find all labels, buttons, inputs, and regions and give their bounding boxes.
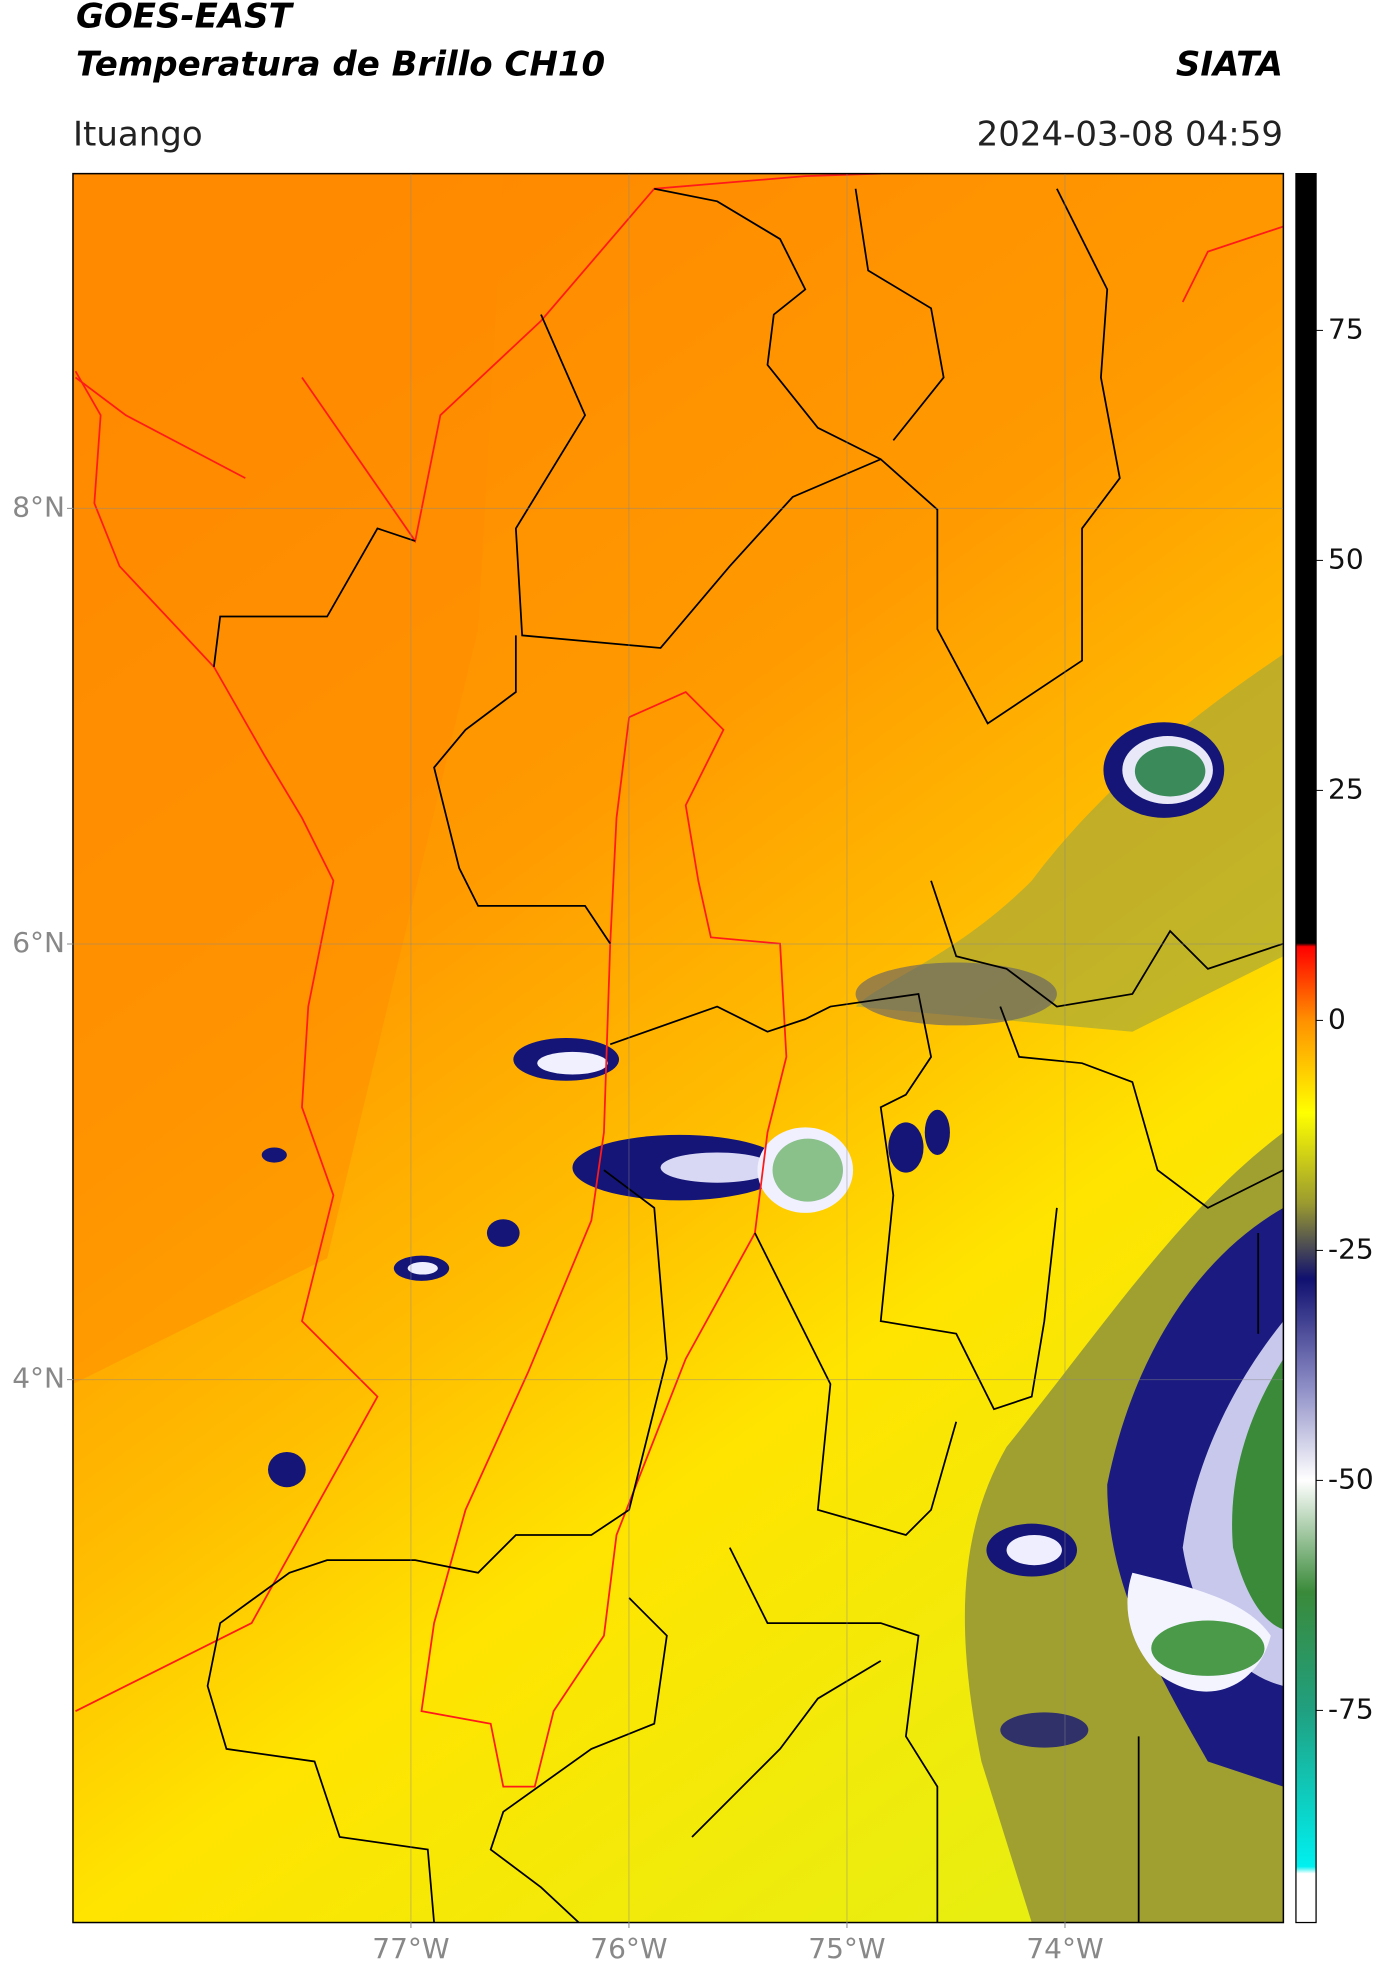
colorbar-tick-label: 0 xyxy=(1328,1002,1346,1035)
x-tick-label: 76°W xyxy=(590,1932,667,1965)
map-imagery xyxy=(72,172,1317,1924)
colorbar-tick-label: -75 xyxy=(1328,1692,1374,1725)
x-tick-label: 74°W xyxy=(1026,1932,1103,1965)
datetime: 2024-03-08 04:59 xyxy=(977,115,1283,155)
x-tick-label: 77°W xyxy=(372,1932,449,1965)
y-tick-label: 6°N xyxy=(12,926,65,959)
y-tick-label: 4°N xyxy=(12,1362,65,1395)
ticks: 77°W 76°W 75°W 74°W 4°N 6°N 8°N 75 50 25 0 -25 -50 -7… xyxy=(12,312,1374,1965)
colorbar-tick-label: -50 xyxy=(1328,1462,1374,1495)
graticule xyxy=(73,174,1283,1922)
colorbar-tick-label: 50 xyxy=(1328,542,1364,575)
colorbar-tick-label: 25 xyxy=(1328,772,1364,805)
y-tick-label: 8°N xyxy=(12,490,65,523)
location: Ituango xyxy=(73,115,203,155)
source: SIATA xyxy=(1176,45,1283,85)
title: GOES-EAST xyxy=(76,0,295,37)
x-tick-label: 75°W xyxy=(808,1932,885,1965)
subtitle: Temperatura de Brillo CH10 xyxy=(76,45,605,85)
colorbar-tick-label: 75 xyxy=(1328,312,1364,345)
colorbar-tick-label: -25 xyxy=(1328,1232,1374,1265)
